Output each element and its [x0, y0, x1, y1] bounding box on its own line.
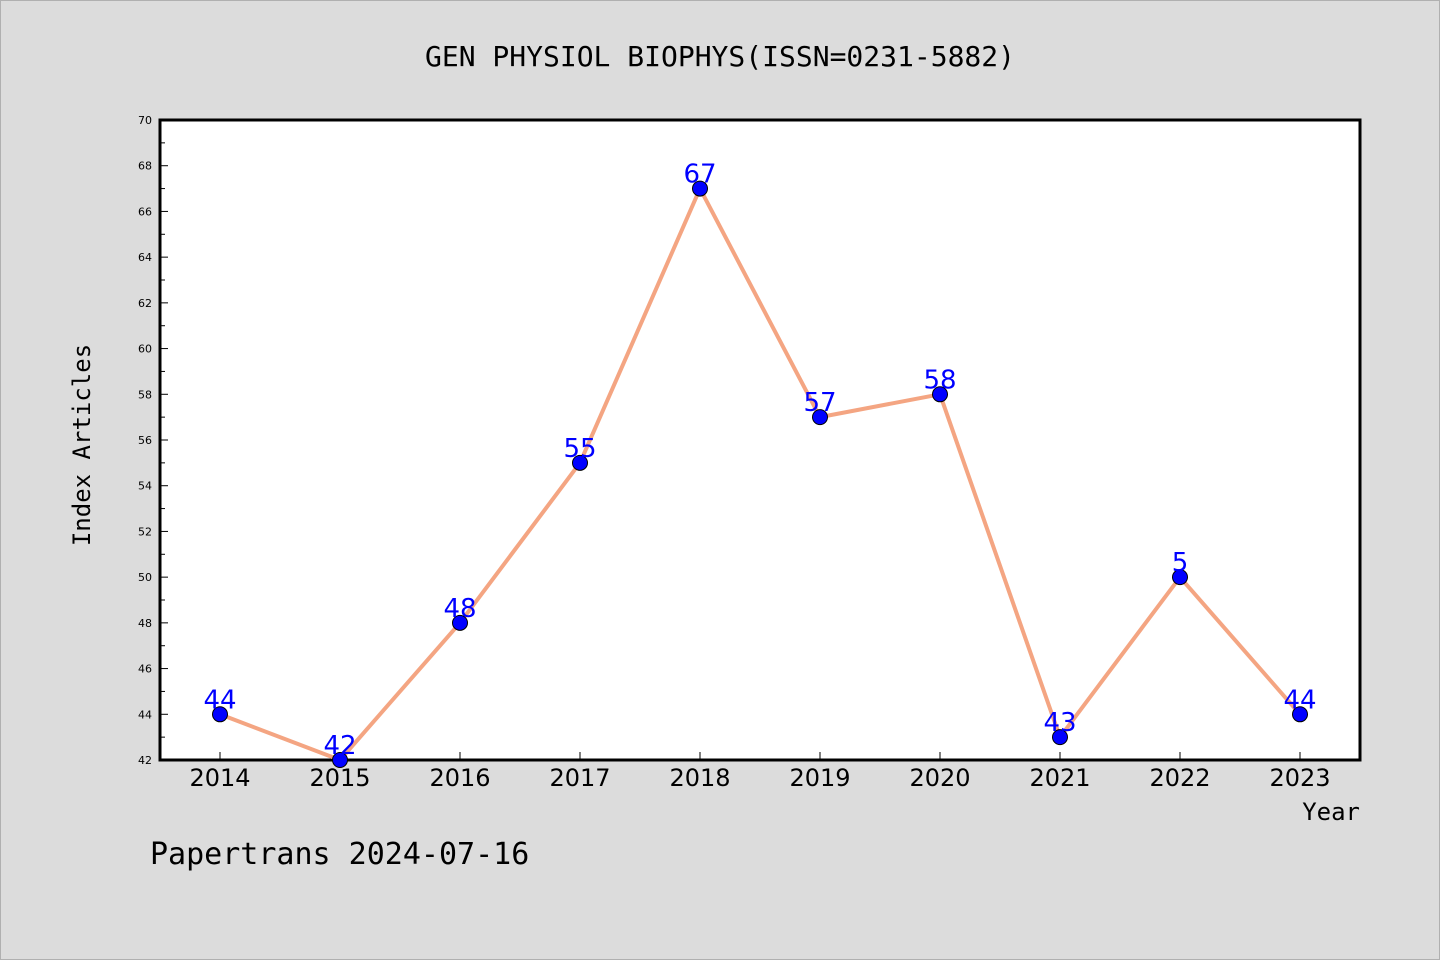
- data-label: 42: [323, 731, 356, 761]
- data-point: [332, 752, 348, 768]
- data-point: [812, 409, 828, 426]
- x-tick-label: 2023: [1269, 764, 1330, 792]
- y-tick-label: 42: [138, 754, 152, 767]
- y-tick-label: 58: [138, 388, 152, 401]
- x-tick-label: 2019: [789, 764, 850, 792]
- chart-title: GEN PHYSIOL BIOPHYS(ISSN=0231-5882): [425, 40, 1015, 73]
- data-point: [1172, 569, 1188, 586]
- y-tick-label: 62: [138, 297, 152, 310]
- y-tick-label: 50: [138, 571, 152, 584]
- y-tick-label: 70: [138, 114, 152, 127]
- data-point: [572, 454, 588, 471]
- y-tick-label: 46: [138, 663, 152, 676]
- y-tick-label: 64: [138, 251, 152, 264]
- data-label: 58: [923, 365, 956, 395]
- x-tick-label: 2014: [189, 764, 250, 792]
- data-label: 5: [1172, 548, 1189, 578]
- data-point: [1052, 729, 1068, 746]
- y-tick-label: 68: [138, 160, 152, 173]
- data-point: [452, 614, 468, 631]
- data-label: 44: [1283, 685, 1316, 715]
- y-tick-label: 44: [138, 708, 152, 721]
- x-axis: 2014 2015 2016 2017 2018 2019 2020 2021 2022 2023: [189, 752, 1331, 792]
- data-label: 48: [443, 594, 476, 624]
- x-tick-label: 2020: [909, 764, 970, 792]
- data-label: 57: [803, 388, 836, 418]
- x-tick-label: 2021: [1029, 764, 1090, 792]
- x-tick-label: 2016: [429, 764, 490, 792]
- y-tick-label: 54: [138, 480, 152, 493]
- plot-area: [158, 118, 1362, 762]
- x-tick-label: 2015: [309, 764, 370, 792]
- y-axis-label: Index Articles: [68, 344, 96, 546]
- data-label: 55: [563, 434, 596, 464]
- x-tick-label: 2017: [549, 764, 610, 792]
- data-point: [692, 180, 708, 197]
- y-tick-label: 60: [138, 343, 152, 356]
- data-label: 44: [203, 685, 236, 715]
- y-tick-label: 52: [138, 525, 152, 538]
- data-point: [1292, 706, 1308, 723]
- data-point: [932, 386, 948, 403]
- y-axis: 42 44 46 48 50 52 54 56 58 60 62 64 66 68 70: [138, 114, 168, 767]
- series-line: [218, 186, 1302, 762]
- data-label: 43: [1043, 708, 1076, 738]
- y-tick-label: 48: [138, 617, 152, 630]
- x-tick-label: 2022: [1149, 764, 1210, 792]
- x-axis-label: Year: [1302, 798, 1360, 826]
- y-tick-label: 56: [138, 434, 152, 447]
- x-tick-label: 2018: [669, 764, 730, 792]
- y-tick-label: 66: [138, 205, 152, 218]
- series-index-articles: 44 42 48 55 67 57 58 43 5 44: [203, 160, 1317, 768]
- data-point: [212, 706, 228, 723]
- data-label: 67: [683, 160, 716, 190]
- footer-source-date: Papertrans 2024-07-16: [150, 837, 529, 872]
